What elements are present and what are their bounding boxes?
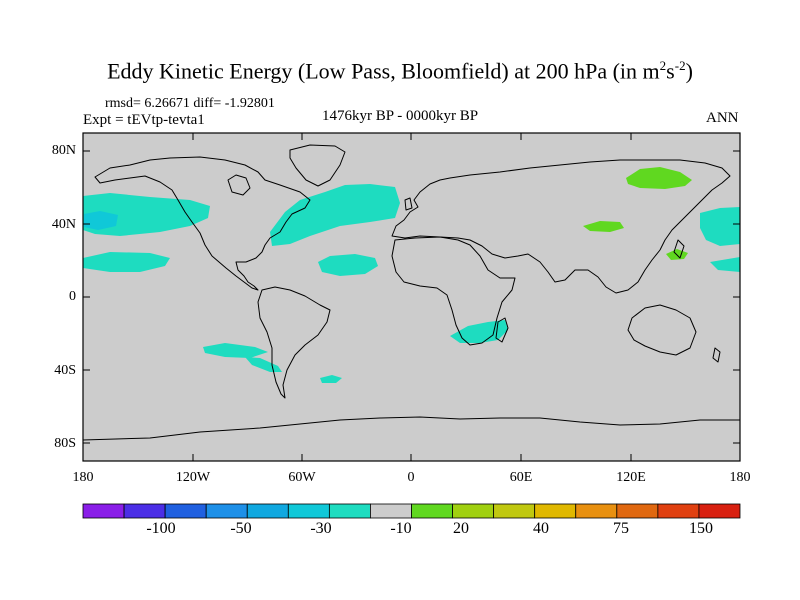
experiment-label: Expt = tEVtp-tevta1 <box>83 112 205 128</box>
stats-text: rmsd= 6.26671 diff= -1.92801 <box>105 96 275 111</box>
coast-greenland <box>289 144 346 187</box>
anomaly-south-atlantic <box>320 375 342 383</box>
season-label: ANN <box>706 110 739 126</box>
lon-label-0: 0 <box>407 470 415 485</box>
anomaly-north-pacific-east <box>700 207 740 246</box>
colorbar <box>82 503 741 519</box>
colorbar-swatch <box>616 503 659 519</box>
coast-north-america <box>94 156 311 291</box>
colorbar-label: -30 <box>310 520 332 537</box>
coast-australia <box>627 304 697 356</box>
colorbar-swatch <box>205 503 248 519</box>
colorbar-swatch <box>534 503 577 519</box>
colorbar-swatch <box>698 503 741 519</box>
colorbar-swatch <box>82 503 125 519</box>
coast-uk <box>404 197 413 211</box>
colorbar-label: -50 <box>230 520 252 537</box>
coast-eurasia <box>391 159 731 294</box>
colorbar-swatch <box>164 503 207 519</box>
lon-label-180e: 180 <box>729 470 751 485</box>
coastlines <box>82 144 740 441</box>
lon-label-120e: 120E <box>616 470 646 485</box>
anomaly-southern-africa <box>450 320 508 343</box>
colorbar-swatch <box>493 503 536 519</box>
coast-madagascar <box>495 317 509 343</box>
colorbar-swatch <box>575 503 618 519</box>
lon-label-60e: 60E <box>509 470 533 485</box>
colorbar-label: 20 <box>453 520 469 537</box>
colorbar-swatch <box>287 503 330 519</box>
lat-label-40s: 40S <box>54 363 76 378</box>
coast-south-america <box>257 286 331 399</box>
colorbar-swatch <box>123 503 166 519</box>
coast-hudson-bay <box>227 174 251 196</box>
chart-title: Eddy Kinetic Energy (Low Pass, Bloomfiel… <box>107 58 693 84</box>
anomaly-north-atlantic <box>270 184 400 246</box>
colorbar-swatch <box>411 503 453 519</box>
anomaly-central-asia <box>583 221 624 232</box>
period-label: 1476kyr BP - 0000kyr BP <box>322 108 479 124</box>
coast-africa <box>391 236 516 346</box>
anomaly-north-pacific-subtropics <box>83 252 170 272</box>
colorbar-swatch <box>246 503 289 519</box>
lon-label-180w: 180 <box>72 470 94 485</box>
anomaly-shading <box>83 167 740 383</box>
lat-label-80s: 80S <box>54 436 76 451</box>
lat-label-0: 0 <box>69 289 76 304</box>
colorbar-label: -100 <box>146 520 176 537</box>
coast-japan <box>673 239 685 259</box>
lon-label-120w: 120W <box>175 470 211 485</box>
anomaly-north-pacific-subtropics-east <box>710 257 740 272</box>
colorbar-swatch <box>328 503 371 519</box>
coast-antarctica <box>82 416 740 441</box>
colorbar-label: 40 <box>533 520 549 537</box>
anomaly-central-atlantic <box>318 254 378 276</box>
anomaly-north-pacific-west-core <box>84 211 118 230</box>
colorbar-swatch <box>452 503 495 519</box>
colorbar-swatch <box>657 503 700 519</box>
lon-label-60w: 60W <box>288 470 316 485</box>
colorbar-label: 75 <box>613 520 629 537</box>
colorbar-swatch <box>370 503 412 519</box>
map-background <box>83 133 740 461</box>
axis-ticks <box>83 133 740 461</box>
anomaly-siberia <box>626 167 692 189</box>
colorbar-label: 150 <box>689 520 713 537</box>
coast-new-zealand <box>712 347 721 363</box>
anomaly-south-pacific <box>203 343 268 358</box>
lat-label-80n: 80N <box>51 143 76 158</box>
lat-label-40n: 40N <box>51 217 76 232</box>
colorbar-label: -10 <box>390 520 412 537</box>
